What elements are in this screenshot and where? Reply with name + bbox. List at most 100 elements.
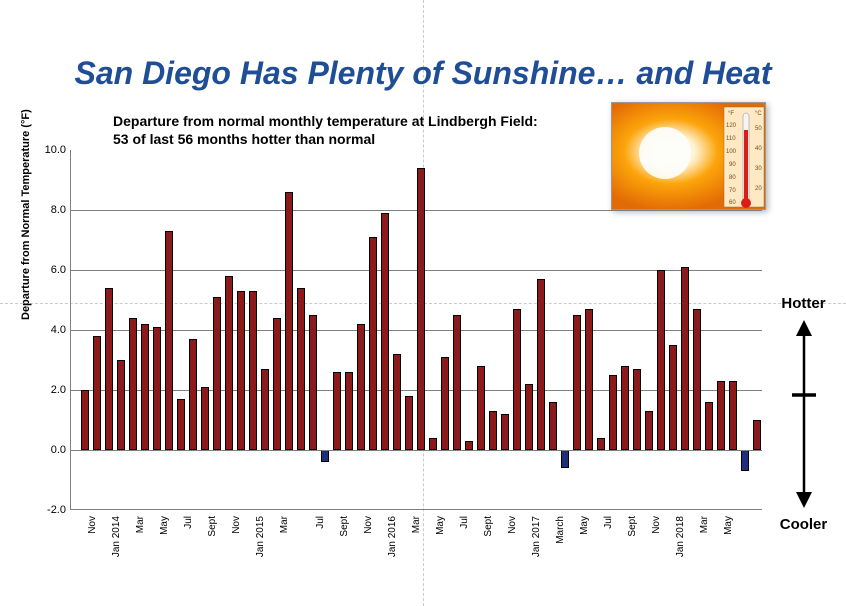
svg-text:°C: °C — [755, 111, 762, 117]
bar — [117, 360, 125, 450]
x-tick-label: Jan 2018 — [675, 516, 686, 557]
bar — [285, 192, 293, 450]
bar — [81, 390, 89, 450]
svg-text:110: 110 — [726, 136, 736, 142]
bar — [261, 369, 269, 450]
bars-container — [71, 150, 763, 510]
bar — [105, 288, 113, 450]
x-tick-label: Jul — [183, 516, 194, 529]
x-tick-label: May — [159, 516, 170, 535]
bar — [393, 354, 401, 450]
x-tick-label: Jan 2015 — [255, 516, 266, 557]
x-tick-label: Jul — [603, 516, 614, 529]
bar — [333, 372, 341, 450]
page-title: San Diego Has Plenty of Sunshine… and He… — [0, 55, 846, 92]
bar — [225, 276, 233, 450]
bar — [729, 381, 737, 450]
bar — [501, 414, 509, 450]
x-tick-label: Nov — [651, 516, 662, 534]
chart-subtitle: Departure from normal monthly temperatur… — [113, 112, 538, 148]
bar — [513, 309, 521, 450]
bar — [345, 372, 353, 450]
bar — [177, 399, 185, 450]
bar — [405, 396, 413, 450]
x-axis-labels: Nov Jan 2014 Mar May Jul Sept Nov Jan 2015 Mar Ju… — [70, 512, 762, 572]
bar — [441, 357, 449, 450]
bar — [645, 411, 653, 450]
y-tick-label: 4.0 — [32, 324, 66, 336]
bar — [153, 327, 161, 450]
y-tick-label: 2.0 — [32, 384, 66, 396]
y-tick-label: 6.0 — [32, 264, 66, 276]
x-tick-label: Mar — [411, 516, 422, 533]
bar — [549, 402, 557, 450]
y-tick-label: -2.0 — [32, 504, 66, 516]
bar — [249, 291, 257, 450]
bar — [93, 336, 101, 450]
x-tick-label: Sept — [207, 516, 218, 537]
bar — [717, 381, 725, 450]
bar — [429, 438, 437, 450]
bar — [273, 318, 281, 450]
x-tick-label: Jul — [459, 516, 470, 529]
zero-line — [71, 450, 762, 451]
x-tick-label: Jan 2014 — [111, 516, 122, 557]
x-tick-label: Nov — [231, 516, 242, 534]
y-tick-label: 10.0 — [32, 144, 66, 156]
double-arrow-icon — [792, 318, 816, 510]
bar — [237, 291, 245, 450]
bar — [453, 315, 461, 450]
x-tick-label: Sept — [339, 516, 350, 537]
x-tick-label: May — [435, 516, 446, 535]
x-tick-label: Jan 2017 — [531, 516, 542, 557]
bar — [369, 237, 377, 450]
x-tick-label: May — [723, 516, 734, 535]
bar — [537, 279, 545, 450]
x-tick-label: Jan 2016 — [387, 516, 398, 557]
x-tick-label: Sept — [627, 516, 638, 537]
bar — [297, 288, 305, 450]
bar — [165, 231, 173, 450]
x-tick-label: May — [579, 516, 590, 535]
x-tick-label: March — [555, 516, 566, 544]
bar — [705, 402, 713, 450]
bar — [741, 450, 749, 471]
bar — [585, 309, 593, 450]
bar — [657, 270, 665, 450]
bar — [321, 450, 329, 462]
x-tick-label: Nov — [87, 516, 98, 534]
bar — [669, 345, 677, 450]
x-tick-label: Sept — [483, 516, 494, 537]
subtitle-line-1: Departure from normal monthly temperatur… — [113, 112, 538, 130]
bar — [609, 375, 617, 450]
bar — [525, 384, 533, 450]
x-tick-label: Jul — [315, 516, 326, 529]
bar — [477, 366, 485, 450]
bar — [693, 309, 701, 450]
cooler-label: Cooler — [766, 516, 841, 533]
x-tick-label: Nov — [363, 516, 374, 534]
x-tick-label: Mar — [135, 516, 146, 533]
subtitle-line-2: 53 of last 56 months hotter than normal — [113, 130, 538, 148]
hotter-label: Hotter — [766, 295, 841, 312]
bar — [489, 411, 497, 450]
bar — [597, 438, 605, 450]
bar — [201, 387, 209, 450]
bar — [141, 324, 149, 450]
hotter-cooler-indicator: Hotter Cooler — [766, 295, 841, 585]
bar — [753, 420, 761, 450]
bar — [381, 213, 389, 450]
x-tick-label: Nov — [507, 516, 518, 534]
x-tick-label: Mar — [699, 516, 710, 533]
bar — [129, 318, 137, 450]
svg-text:°F: °F — [728, 111, 734, 117]
bar — [621, 366, 629, 450]
bar — [309, 315, 317, 450]
svg-text:50: 50 — [755, 126, 762, 132]
bar — [573, 315, 581, 450]
y-axis-label: Departure from Normal Temperature (°F) — [20, 109, 32, 320]
bar — [465, 441, 473, 450]
bar — [681, 267, 689, 450]
bar — [633, 369, 641, 450]
x-tick-label: Mar — [279, 516, 290, 533]
